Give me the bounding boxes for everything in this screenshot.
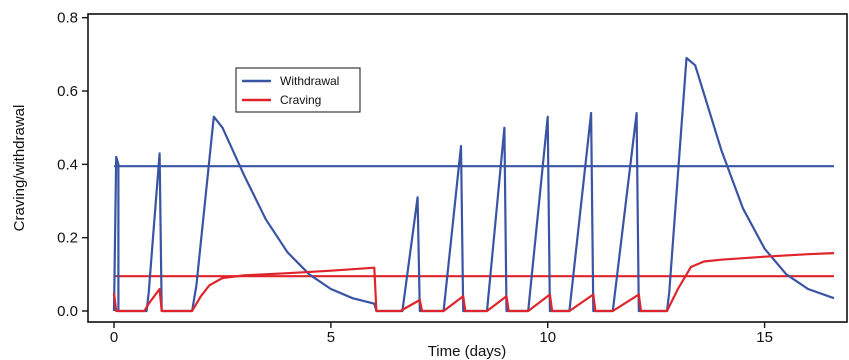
x-tick-label: 15	[756, 329, 773, 346]
y-tick-label: 0.6	[57, 83, 78, 100]
y-tick-label: 0.4	[57, 156, 78, 173]
series-line-craving	[112, 252, 835, 313]
x-tick-label: 10	[539, 329, 556, 346]
y-tick-label: 0.2	[57, 230, 78, 247]
y-tick-label: 0.8	[57, 10, 78, 27]
legend-label-withdrawal: Withdrawal	[280, 74, 339, 88]
x-tick-label: 5	[327, 329, 335, 346]
tick-layer: 0 5 10 15 0.0 0.2 0.4 0.6 0.8	[57, 10, 773, 346]
y-axis-label: Craving/withdrawal	[11, 105, 28, 232]
legend-label-craving: Craving	[280, 93, 321, 107]
plot-frame	[87, 13, 848, 323]
series-layer	[112, 56, 835, 313]
y-tick-label: 0.0	[57, 303, 78, 320]
series-line-withdrawal	[112, 56, 835, 313]
x-axis-label: Time (days)	[428, 343, 507, 360]
legend: Withdrawal Craving	[235, 67, 361, 113]
x-tick-label: 0	[110, 329, 118, 346]
legend-box	[235, 67, 361, 113]
